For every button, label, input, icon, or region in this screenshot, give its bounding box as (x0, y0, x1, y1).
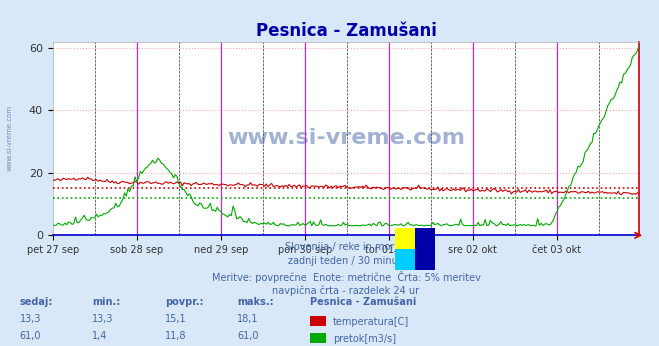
Bar (395, 249, 415, 270)
Text: zadnji teden / 30 minut.: zadnji teden / 30 minut. (287, 256, 405, 266)
Text: www.si-vreme.com: www.si-vreme.com (7, 105, 13, 172)
Text: 18,1: 18,1 (237, 314, 259, 324)
Bar (310, 333, 326, 343)
Text: www.si-vreme.com: www.si-vreme.com (227, 128, 465, 148)
Text: Slovenija / reke in morje.: Slovenija / reke in morje. (285, 242, 407, 252)
Text: pretok[m3/s]: pretok[m3/s] (333, 334, 396, 344)
Text: Pesnica - Zamušani: Pesnica - Zamušani (310, 297, 416, 307)
Text: navpična črta - razdelek 24 ur: navpična črta - razdelek 24 ur (272, 286, 420, 296)
Text: 1,4: 1,4 (92, 331, 107, 341)
Text: temperatura[C]: temperatura[C] (333, 317, 409, 327)
Text: sedaj:: sedaj: (20, 297, 53, 307)
Text: min.:: min.: (92, 297, 121, 307)
Text: 61,0: 61,0 (237, 331, 259, 341)
Text: maks.:: maks.: (237, 297, 274, 307)
Bar (415, 228, 435, 270)
Title: Pesnica - Zamušani: Pesnica - Zamušani (256, 22, 436, 40)
Text: 13,3: 13,3 (20, 314, 42, 324)
Text: 13,3: 13,3 (92, 314, 114, 324)
Bar (310, 316, 326, 326)
Text: 11,8: 11,8 (165, 331, 186, 341)
Text: 15,1: 15,1 (165, 314, 186, 324)
Text: 61,0: 61,0 (20, 331, 42, 341)
Text: povpr.:: povpr.: (165, 297, 203, 307)
Text: Meritve: povprečne  Enote: metrične  Črta: 5% meritev: Meritve: povprečne Enote: metrične Črta:… (212, 271, 480, 283)
Bar (395, 228, 415, 249)
